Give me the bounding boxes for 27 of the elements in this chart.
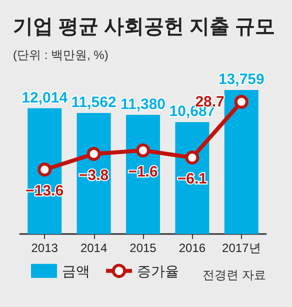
x-tick-label: 2015: [130, 241, 157, 255]
chart-title: 기업 평균 사회공헌 지출 규모: [13, 16, 276, 38]
data-label: 11,562: [71, 94, 116, 111]
point: [38, 162, 52, 177]
legend-label: 증가율: [137, 262, 179, 279]
point: [86, 146, 101, 161]
x-tick-label: 2017년: [222, 241, 261, 255]
x-tick-label: 2013: [31, 241, 58, 255]
data-label: 12,014: [22, 89, 68, 106]
data-label: 13,759: [218, 71, 264, 88]
legend-label: 금액: [62, 262, 90, 279]
chart-subtitle: (단위 : 백만원, %): [13, 48, 108, 62]
data-label: −6.1: [177, 170, 208, 188]
bar: [76, 112, 111, 234]
bar: [175, 122, 210, 234]
point: [234, 94, 248, 109]
data-label: −3.8: [78, 166, 109, 184]
x-tick-label: 2016: [178, 241, 206, 255]
point: [185, 150, 200, 165]
bar: [126, 114, 160, 234]
point: [136, 143, 150, 158]
x-tick-label: 2014: [80, 241, 108, 255]
text: 전경련 자료: [202, 268, 266, 282]
data-label: 11,380: [120, 96, 166, 113]
bar: [28, 108, 62, 234]
data-label: −1.6: [128, 163, 158, 180]
bar: [224, 90, 258, 234]
